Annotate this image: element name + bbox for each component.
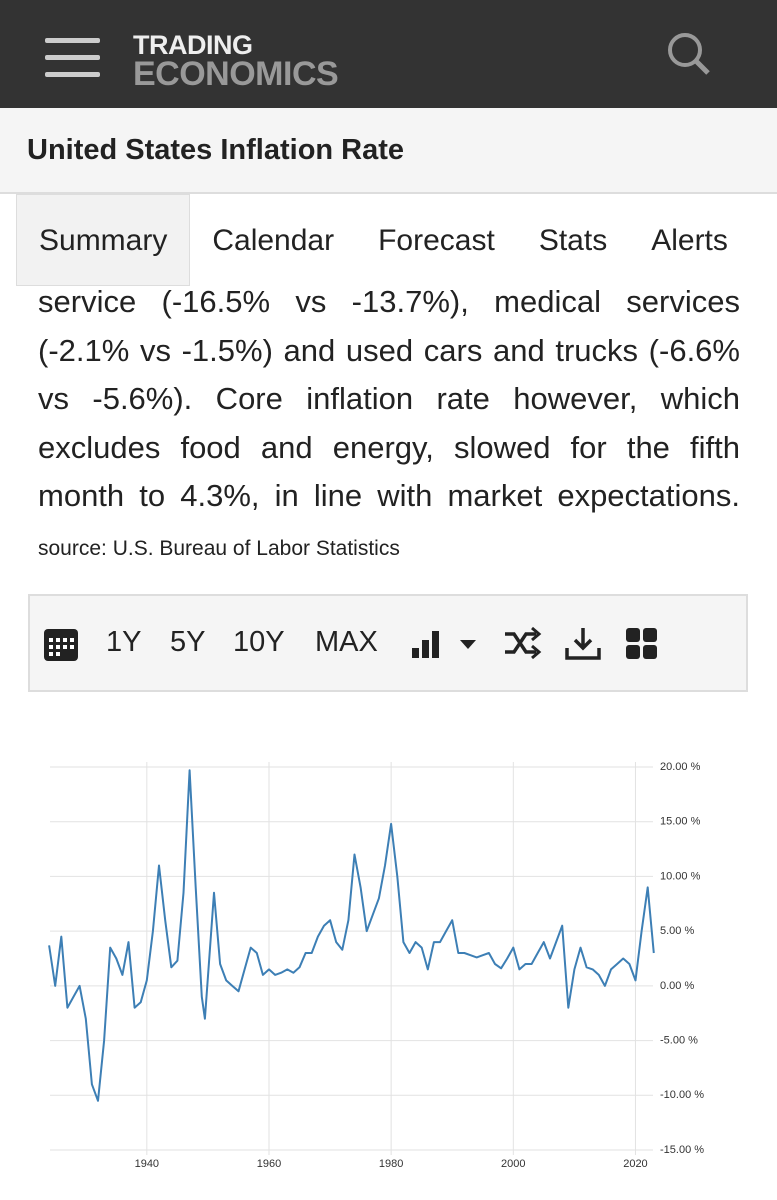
- top-bar: TRADING ECONOMICS: [0, 0, 777, 108]
- search-icon[interactable]: [665, 30, 715, 80]
- x-tick-label: 1940: [135, 1158, 159, 1170]
- x-tick-label: 1960: [257, 1158, 281, 1170]
- tab[interactable]: Summary: [16, 194, 191, 286]
- tab[interactable]: Forecast: [378, 224, 495, 257]
- calendar-icon[interactable]: [43, 626, 79, 662]
- y-tick-label: 5.00 %: [660, 925, 694, 937]
- chart-type-icon[interactable]: [410, 626, 480, 662]
- y-tick-label: 10.00 %: [660, 870, 701, 882]
- y-tick-label: -15.00 %: [660, 1144, 704, 1156]
- chart: 20.00 % 15.00 % 10.00 % 5.00 % 0.00 % -5.00 %…: [48, 761, 704, 1170]
- x-tick-label: 1980: [379, 1158, 403, 1170]
- title-bar: United States Inflation Rate: [0, 108, 777, 194]
- summary: service (-16.5% vs -13.7%), medical serv…: [38, 278, 740, 573]
- y-tick-label: 0.00 %: [660, 980, 694, 992]
- download-icon[interactable]: [564, 626, 604, 662]
- logo-top[interactable]: TRADING: [133, 30, 253, 60]
- logo-bottom[interactable]: ECONOMICS: [133, 55, 339, 93]
- menu-icon[interactable]: [45, 35, 105, 85]
- source: source: U.S. Bureau of Labor Statistics: [38, 536, 400, 560]
- y-tick-label: -10.00 %: [660, 1089, 704, 1101]
- tab[interactable]: Alerts: [651, 224, 728, 257]
- summary-text: service (-16.5% vs -13.7%), medical serv…: [38, 284, 740, 513]
- y-tick-label: -5.00 %: [660, 1034, 698, 1046]
- x-tick-label: 2020: [623, 1158, 647, 1170]
- range-button[interactable]: MAX: [315, 626, 378, 658]
- range-button[interactable]: 1Y: [106, 626, 142, 658]
- chart-toolbar: 1Y 5Y 10Y MAX: [28, 594, 748, 692]
- grid-icon[interactable]: [624, 626, 660, 662]
- tab[interactable]: Calendar: [212, 224, 335, 257]
- y-tick-label: 20.00 %: [660, 761, 701, 773]
- y-tick-label: 15.00 %: [660, 816, 701, 828]
- range-button[interactable]: 10Y: [233, 626, 285, 658]
- page-title: United States Inflation Rate: [27, 134, 405, 166]
- x-tick-label: 2000: [501, 1158, 525, 1170]
- tabs: Summary Calendar Forecast Stats Alerts: [16, 194, 777, 286]
- range-button[interactable]: 5Y: [170, 626, 206, 658]
- line-series: [48, 769, 655, 1102]
- tab[interactable]: Stats: [538, 224, 608, 257]
- compare-icon[interactable]: [502, 626, 542, 662]
